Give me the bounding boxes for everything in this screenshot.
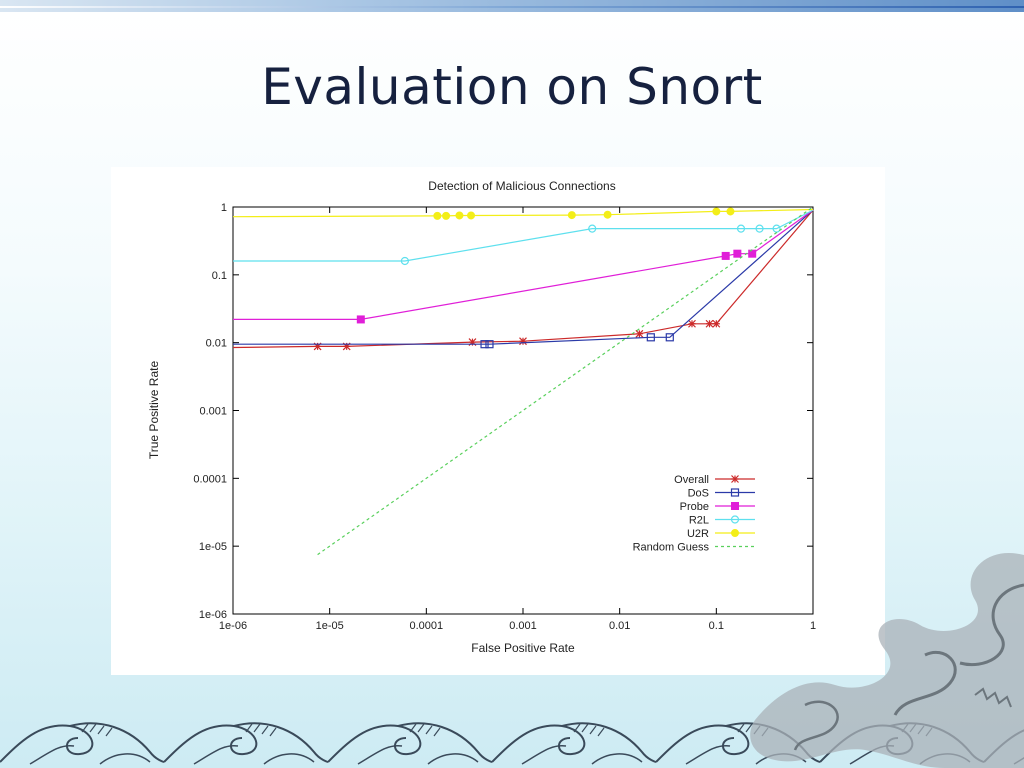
legend-marker	[731, 502, 739, 510]
series-layer	[232, 206, 814, 556]
x-tick-label: 0.01	[609, 620, 630, 632]
chart-svg: Detection of Malicious Connections 1e-06…	[147, 179, 816, 655]
y-tick-label: 0.1	[212, 270, 227, 282]
series-line-dos	[233, 209, 814, 345]
x-tick-label: 1e-05	[316, 620, 344, 632]
data-point-r2l	[736, 224, 746, 233]
data-point-overall	[712, 319, 721, 328]
y-axis-ticks: 1e-06 1e-05 0.0001 0.001 0.01 0.1 1	[193, 202, 813, 621]
data-point-u2r	[726, 207, 735, 216]
x-axis-ticks: 1e-06 1e-05 0.0001 0.001 0.01 0.1 1	[219, 207, 816, 632]
legend-label: R2L	[689, 515, 709, 527]
data-point-overall	[313, 342, 322, 351]
data-point-overall	[688, 319, 696, 328]
data-point-dos	[485, 340, 494, 349]
y-tick-label: 0.01	[206, 338, 227, 350]
legend-marker	[730, 488, 740, 497]
data-point-probe	[356, 315, 365, 324]
data-point-overall	[342, 342, 351, 351]
chart-title: Detection of Malicious Connections	[428, 179, 615, 193]
series-r2l	[233, 209, 814, 266]
y-tick-label: 1e-05	[199, 541, 227, 553]
y-tick-label: 1	[221, 202, 227, 214]
data-point-r2l	[400, 256, 409, 266]
legend-label: Random Guess	[633, 542, 710, 554]
dragon-decoration	[750, 553, 1024, 768]
data-point-overall	[519, 337, 527, 346]
x-tick-label: 0.001	[509, 620, 537, 632]
data-point-u2r	[603, 210, 612, 219]
data-point-dos	[665, 333, 674, 342]
legend-label: DoS	[688, 488, 709, 500]
y-axis-label: True Positive Rate	[147, 361, 161, 460]
x-axis-label: False Positive Rate	[471, 641, 575, 655]
x-tick-label: 0.0001	[410, 620, 444, 632]
legend-marker	[731, 529, 739, 537]
legend-label: Probe	[680, 501, 709, 513]
x-tick-label: 0.1	[709, 620, 724, 632]
y-tick-label: 0.001	[199, 406, 227, 418]
data-point-overall	[635, 329, 644, 338]
data-point-u2r	[712, 207, 721, 216]
data-point-probe	[733, 249, 742, 258]
series-random_guess	[317, 206, 814, 556]
data-point-dos	[480, 340, 489, 349]
x-tick-label: 1e-06	[219, 620, 247, 632]
chart-panel: Detection of Malicious Connections 1e-06…	[111, 167, 885, 675]
data-point-overall	[468, 338, 477, 347]
legend-marker	[730, 515, 740, 524]
data-point-probe	[721, 251, 730, 260]
series-probe	[233, 209, 814, 324]
data-point-dos	[646, 333, 655, 342]
series-line-r2l	[233, 209, 814, 262]
data-point-u2r	[467, 211, 476, 220]
data-point-u2r	[455, 211, 464, 220]
data-point-r2l	[588, 224, 597, 233]
data-point-u2r	[433, 211, 442, 220]
data-point-r2l	[755, 224, 764, 233]
series-u2r	[232, 207, 814, 220]
series-line-overall	[232, 209, 814, 349]
legend-label: U2R	[687, 528, 709, 540]
series-line-u2r	[232, 208, 814, 218]
x-tick-label: 1	[810, 620, 816, 632]
data-point-overall	[705, 319, 714, 328]
series-line-probe	[233, 209, 814, 320]
slide-title: Evaluation on Snort	[261, 58, 763, 116]
y-tick-label: 1e-06	[199, 609, 227, 621]
data-point-u2r	[442, 211, 451, 220]
top-decor-band	[0, 0, 1024, 12]
y-tick-label: 0.0001	[193, 473, 227, 485]
series-line-random_guess	[317, 206, 814, 556]
data-point-u2r	[567, 211, 576, 220]
series-dos	[233, 209, 814, 349]
legend-label: Overall	[674, 474, 709, 486]
legend-marker	[731, 475, 739, 483]
series-overall	[232, 209, 814, 351]
